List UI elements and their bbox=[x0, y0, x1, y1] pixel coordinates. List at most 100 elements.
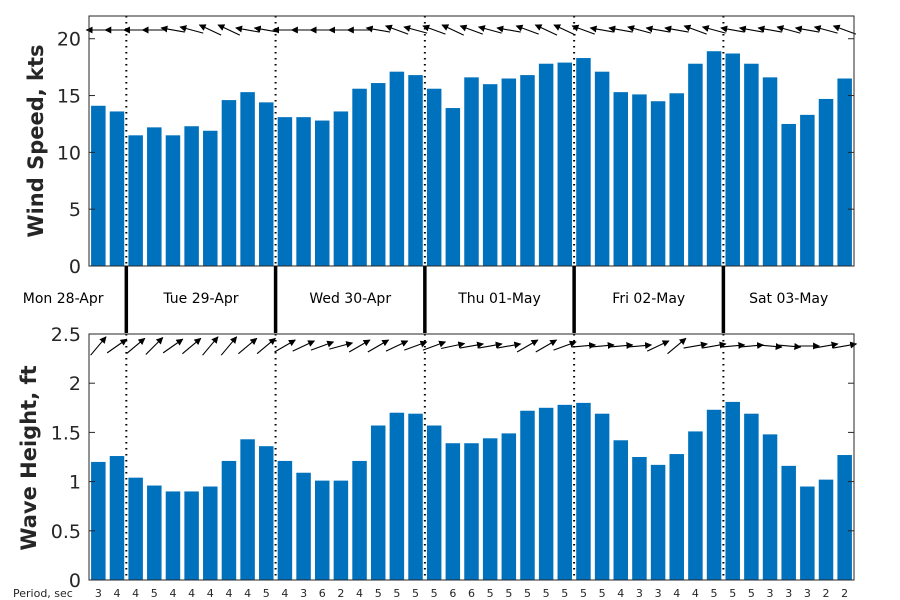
period-value-label: 2 bbox=[337, 587, 344, 600]
period-value-label: 6 bbox=[449, 587, 456, 600]
wave-height-direction-arrow bbox=[590, 342, 615, 349]
wind-speed-y-tick-label: 10 bbox=[57, 142, 81, 164]
wave-height-bar bbox=[725, 401, 740, 580]
period-value-label: 5 bbox=[487, 587, 494, 600]
wind-speed-bar bbox=[762, 77, 778, 266]
wind-speed-bar bbox=[669, 93, 684, 267]
day-label: Mon 28-Apr bbox=[23, 291, 104, 307]
wave-height-direction-arrow bbox=[385, 340, 409, 352]
wave-height-direction-arrow bbox=[667, 337, 687, 355]
wind-speed-bar bbox=[259, 102, 274, 266]
period-value-label: 5 bbox=[524, 587, 531, 600]
wind-speed-bar bbox=[688, 63, 703, 267]
wind-speed-direction-arrow bbox=[832, 24, 857, 35]
wind-speed-bar bbox=[464, 77, 479, 266]
wind-speed-bar bbox=[240, 92, 255, 266]
period-value-label: 5 bbox=[729, 587, 736, 600]
wave-height-direction-arrow bbox=[459, 341, 485, 349]
wave-height-direction-arrow bbox=[145, 337, 164, 355]
wave-height-bar bbox=[91, 461, 106, 580]
wind-speed-direction-arrow bbox=[571, 24, 595, 35]
wave-height-direction-arrow bbox=[814, 341, 839, 349]
period-value-label: 3 bbox=[804, 587, 811, 600]
wave-height-direction-arrow bbox=[683, 341, 708, 349]
wave-height-bar bbox=[240, 439, 255, 580]
day-label: Sat 03-May bbox=[749, 291, 828, 307]
wave-height-y-axis-label: Wave Height, ft bbox=[17, 365, 41, 550]
period-value-label: 4 bbox=[692, 587, 699, 600]
wind-speed-direction-arrow bbox=[683, 24, 707, 35]
wind-speed-direction-arrow bbox=[365, 25, 391, 33]
wave-height-direction-arrow bbox=[162, 338, 184, 354]
wave-height-bar bbox=[333, 480, 349, 580]
wind-speed-bar bbox=[632, 94, 647, 266]
wave-height-bar bbox=[576, 402, 591, 580]
wind-speed-bar bbox=[352, 88, 367, 266]
wave-height-direction-arrow bbox=[776, 343, 802, 350]
wind-speed-direction-arrow bbox=[441, 24, 464, 36]
wind-speed-axes-box bbox=[88, 15, 855, 267]
wind-speed-y-axis-label: Wind Speed, kts bbox=[24, 44, 48, 237]
wind-speed-bar bbox=[800, 114, 815, 266]
wave-height-axes-box bbox=[88, 333, 855, 581]
day-labels-band: Mon 28-Apr Tue 29-Apr Wed 30-Apr Thu 01-May… bbox=[23, 266, 828, 333]
wave-height-direction-arrow bbox=[571, 342, 597, 349]
period-value-label: 4 bbox=[132, 587, 139, 600]
wave-height-direction-arrow bbox=[478, 341, 503, 349]
period-value-label: 5 bbox=[505, 587, 512, 600]
wave-height-direction-arrow bbox=[202, 336, 219, 356]
wave-height-direction-arrow bbox=[274, 339, 296, 353]
wind-speed-bar bbox=[277, 117, 293, 266]
wind-speed-direction-arrow bbox=[813, 25, 838, 34]
wave-height-y-tick-label: 2.5 bbox=[51, 324, 81, 346]
period-value-label: 5 bbox=[375, 587, 382, 600]
wave-height-bar bbox=[147, 485, 162, 580]
period-value-label: 2 bbox=[841, 587, 848, 600]
wave-height-bar bbox=[706, 409, 722, 580]
wave-height-bar bbox=[800, 486, 815, 580]
wind-speed-direction-arrow bbox=[179, 25, 204, 34]
wave-height-bar bbox=[818, 479, 834, 580]
wave-height-direction-arrow bbox=[646, 340, 670, 352]
period-value-label: 3 bbox=[636, 587, 643, 600]
wind-speed-bar bbox=[296, 117, 311, 266]
wind-speed-y-tick-label: 5 bbox=[69, 199, 81, 221]
wind-speed-bar bbox=[314, 120, 330, 266]
wind-speed-bar bbox=[576, 58, 591, 266]
period-value-label: 5 bbox=[599, 587, 606, 600]
wind-speed-bar bbox=[725, 53, 740, 266]
wind-speed-direction-arrow bbox=[496, 25, 521, 33]
wind-speed-bar bbox=[706, 51, 722, 267]
wave-height-direction-arrow bbox=[256, 337, 276, 355]
wind-speed-bar bbox=[165, 135, 181, 266]
wave-height-direction-arrow bbox=[702, 341, 727, 349]
period-axis-label: Period, sec bbox=[13, 587, 73, 600]
wind-speed-bar bbox=[203, 130, 218, 266]
wave-height-direction-arrow bbox=[758, 343, 783, 350]
wave-height-direction-arrow bbox=[516, 339, 539, 353]
period-value-label: 4 bbox=[207, 587, 214, 600]
wave-height-bar bbox=[613, 440, 629, 580]
period-value-label: 5 bbox=[263, 587, 270, 600]
wave-height-bar bbox=[762, 434, 778, 580]
period-value-label: 5 bbox=[151, 587, 158, 600]
wave-height-direction-arrow bbox=[440, 341, 466, 350]
wind-speed-direction-arrow bbox=[534, 24, 558, 36]
wave-height-bar bbox=[184, 491, 199, 580]
wave-height-bar bbox=[837, 455, 852, 580]
wind-speed-y-tick-label: 15 bbox=[57, 86, 81, 108]
wave-height-direction-arrow bbox=[404, 340, 428, 351]
wave-height-bar bbox=[520, 410, 535, 580]
wave-height-direction-arrow bbox=[367, 339, 390, 353]
wind-speed-bar bbox=[426, 88, 442, 266]
wave-height-bar bbox=[464, 443, 479, 580]
day-label: Wed 30-Apr bbox=[309, 291, 391, 307]
wave-height-bar bbox=[370, 425, 386, 580]
wind-speed-bar bbox=[501, 78, 517, 266]
wind-speed-direction-arrow bbox=[384, 24, 409, 35]
wave-height-direction-arrow bbox=[535, 339, 558, 353]
wave-height-bar bbox=[203, 486, 218, 580]
wind-speed-direction-arrow bbox=[217, 24, 241, 36]
wind-speed-bar bbox=[837, 78, 852, 266]
wind-speed-bar bbox=[370, 83, 386, 266]
